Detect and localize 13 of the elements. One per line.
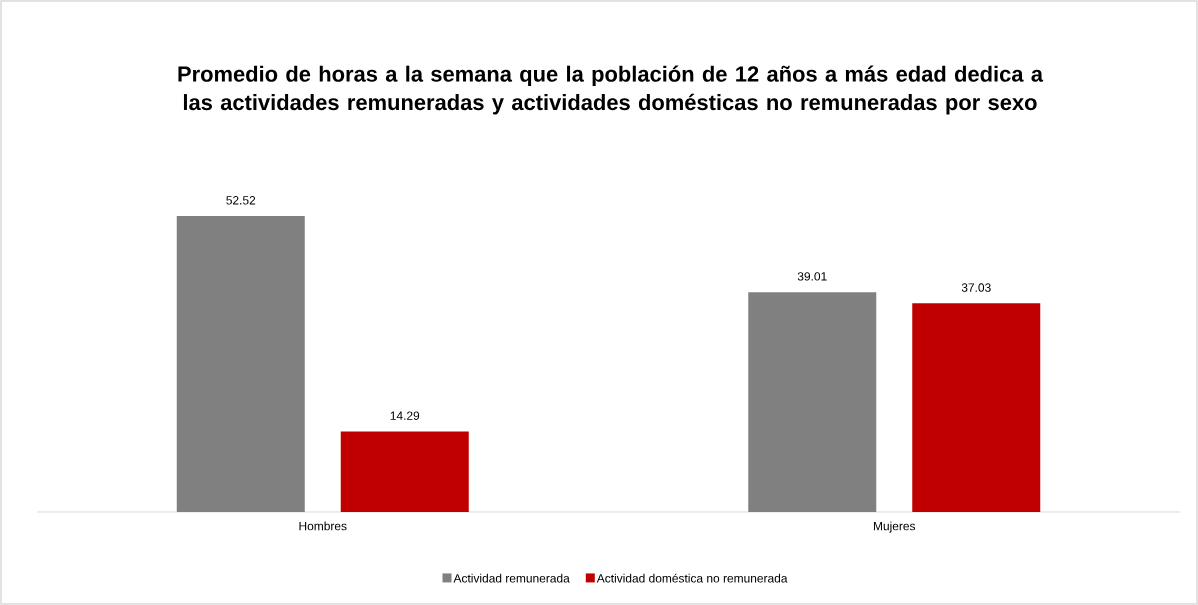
data-label: 52.52	[226, 196, 256, 205]
legend-label: Actividad doméstica no remunerada	[596, 573, 788, 583]
chart-title: Promedio de horas a la semana que la población de 12 años a más edad dedica a las actividades remuneradas y actividades domésticas no remuneradas por sexo	[178, 65, 1044, 115]
bar	[340, 431, 469, 512]
x-tick-label: Mujeres	[873, 521, 916, 533]
bar	[748, 292, 877, 512]
data-label: 14.29	[390, 411, 420, 420]
data-label: 39.01	[797, 272, 827, 281]
data-label: 37.03	[961, 283, 991, 292]
bar	[912, 303, 1041, 512]
x-tick-label: Hombres	[299, 521, 347, 531]
bar	[176, 216, 305, 512]
legend-label: Actividad remunerada	[453, 573, 570, 583]
